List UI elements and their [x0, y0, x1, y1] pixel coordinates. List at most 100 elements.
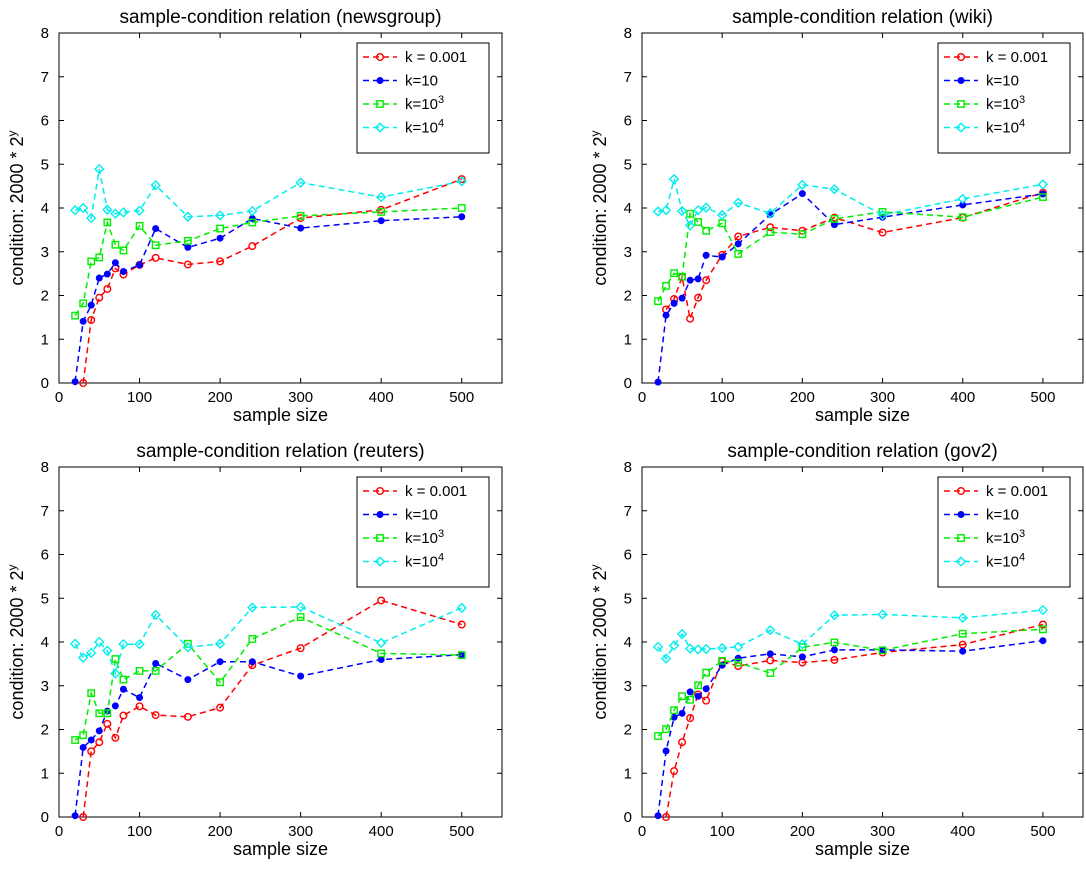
data-point [957, 612, 968, 624]
data-point [660, 653, 672, 664]
legend-swatch-marker [957, 53, 966, 62]
data-point [733, 197, 744, 208]
legend-box [937, 42, 1071, 154]
data-point [295, 601, 306, 613]
legend-label: k=103 [986, 528, 1025, 547]
data-point [766, 223, 775, 232]
data-point [1039, 193, 1047, 201]
data-point [702, 668, 711, 677]
data-point [652, 206, 664, 217]
data-point [692, 644, 704, 655]
data-point [654, 812, 662, 820]
data-point [119, 246, 128, 255]
data-point [654, 297, 662, 306]
legend-label: k=103 [986, 94, 1025, 113]
series-2 [654, 637, 1047, 820]
data-point [662, 311, 670, 319]
x-tick-label: 100 [710, 823, 735, 840]
data-point [830, 646, 838, 654]
data-point [670, 269, 678, 278]
data-point [686, 714, 695, 723]
data-point [95, 253, 104, 262]
y-tick-label: 7 [41, 69, 49, 86]
x-axis-label: sample size [233, 839, 328, 859]
legend-box [356, 476, 490, 588]
data-point [183, 712, 192, 721]
legend-entry: k=103 [944, 94, 1025, 113]
data-point [69, 638, 81, 649]
data-point [958, 213, 967, 222]
series-line [74, 168, 462, 220]
data-point [94, 163, 105, 175]
series-line [657, 192, 1044, 383]
y-tick-label: 4 [41, 200, 49, 217]
data-point [296, 644, 305, 653]
data-point [296, 211, 305, 220]
legend-swatch-marker [957, 487, 966, 496]
data-point [184, 676, 192, 684]
y-tick-label: 1 [41, 331, 49, 348]
legend-entry: k = 0.001 [363, 49, 467, 66]
data-point [457, 651, 466, 660]
data-point [71, 812, 79, 820]
x-tick-label: 300 [288, 389, 313, 406]
legend-label: k=104 [986, 552, 1025, 571]
data-point [95, 727, 103, 735]
x-tick-label: 500 [449, 823, 474, 840]
data-point [830, 638, 839, 647]
series-4 [652, 173, 1049, 231]
legend: k = 0.001 k=10 k=103 k=104 [937, 42, 1071, 154]
y-tick-label: 0 [624, 809, 632, 826]
legend-entry: k=10 [363, 73, 438, 90]
legend-entry: k=10 [363, 507, 438, 524]
series-line [74, 207, 462, 317]
data-point [718, 656, 727, 665]
data-point [79, 317, 87, 325]
data-point [702, 696, 711, 705]
data-point [134, 638, 145, 650]
data-point [878, 228, 887, 237]
y-tick-label: 2 [41, 288, 49, 305]
data-point [766, 228, 775, 236]
y-tick-label: 1 [624, 765, 632, 782]
series-4 [652, 604, 1049, 664]
x-tick-label: 100 [710, 389, 735, 406]
data-point [86, 212, 97, 224]
data-point [295, 177, 306, 188]
data-point [136, 694, 144, 702]
series-line [74, 616, 462, 741]
data-point [877, 209, 888, 221]
data-point [829, 610, 840, 621]
data-point [668, 173, 680, 185]
data-point [716, 642, 728, 654]
y-tick-label: 5 [41, 156, 49, 173]
data-point [456, 602, 467, 614]
legend-label: k = 0.001 [405, 49, 467, 66]
data-point [702, 251, 710, 259]
data-point [830, 215, 839, 223]
x-tick-label: 0 [638, 823, 646, 840]
data-point [184, 243, 192, 251]
chart-title: sample-condition relation (newsgroup) [119, 7, 441, 28]
data-point [457, 620, 466, 629]
legend-entry: k=104 [363, 118, 444, 137]
legend-label: k = 0.001 [986, 483, 1048, 500]
data-point [79, 379, 88, 388]
y-tick-label: 0 [41, 375, 49, 392]
data-point [183, 260, 192, 269]
data-point [110, 668, 121, 679]
data-point [77, 202, 89, 214]
data-point [86, 647, 97, 659]
data-point [694, 692, 702, 700]
chart-title: sample-condition relation (wiki) [732, 7, 993, 28]
y-tick-label: 4 [41, 634, 49, 651]
data-point [71, 736, 80, 744]
data-point [716, 209, 728, 221]
legend-entry: k=103 [363, 94, 444, 113]
data-point [248, 635, 257, 643]
data-point [216, 234, 224, 242]
series-2 [71, 213, 466, 386]
data-point [214, 210, 226, 221]
data-point [103, 284, 112, 293]
